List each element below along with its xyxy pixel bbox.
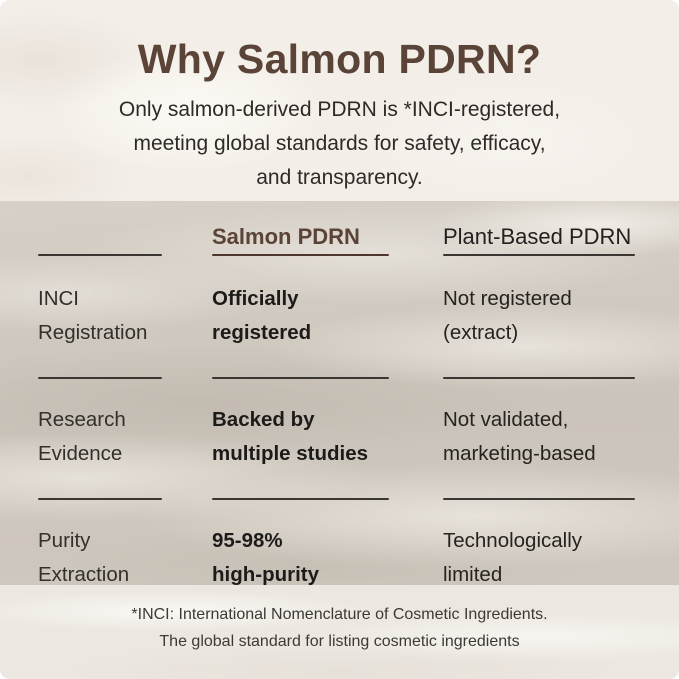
subtitle-line-1: Only salmon-derived PDRN is *INCI-regist… bbox=[118, 98, 561, 121]
header-underline-labels bbox=[38, 254, 162, 256]
header-cell-salmon: Salmon PDRN bbox=[212, 223, 443, 256]
row-label-line: INCI bbox=[38, 287, 79, 310]
plant-value-line: Not registered bbox=[443, 287, 572, 310]
divider-line-salmon bbox=[212, 377, 389, 379]
salmon-value-line: Backed by bbox=[212, 408, 315, 431]
comparison-table: Salmon PDRN Plant-Based PDRN INCI Regist… bbox=[0, 223, 679, 592]
divider-line-plant bbox=[443, 377, 635, 379]
row-label-line: Registration bbox=[38, 321, 148, 344]
subtitle-line-2: meeting global standards for safety, eff… bbox=[133, 132, 546, 155]
salmon-value-cell: Backed by multiple studies bbox=[212, 403, 443, 471]
divider-line-labels bbox=[38, 498, 162, 500]
footnote-line-2: The global standard for listing cosmetic… bbox=[159, 633, 520, 650]
subtitle-line-3: and transparency. bbox=[256, 166, 423, 189]
plant-value-line: Not validated, bbox=[443, 408, 569, 431]
header-cell-empty bbox=[38, 223, 212, 256]
plant-value-cell: Technologically limited bbox=[443, 524, 679, 592]
plant-value-line: Technologically bbox=[443, 529, 583, 552]
page-subtitle: Only salmon-derived PDRN is *INCI-regist… bbox=[0, 93, 679, 195]
row-label-line: Evidence bbox=[38, 442, 123, 465]
row-label-line: Purity bbox=[38, 529, 91, 552]
row-label-line: Extraction bbox=[38, 563, 130, 586]
divider-line-plant bbox=[443, 498, 635, 500]
page-title: Why Salmon PDRN? bbox=[137, 36, 542, 82]
divider-line-labels bbox=[38, 377, 162, 379]
row-label-cell: INCI Registration bbox=[38, 282, 212, 350]
salmon-value-line: high-purity bbox=[212, 563, 320, 586]
footnote: *INCI: International Nomenclature of Cos… bbox=[0, 601, 679, 655]
background-bottom-band bbox=[0, 585, 679, 679]
divider-line-salmon bbox=[212, 498, 389, 500]
table-row-inci-registration: INCI Registration Officially registered … bbox=[38, 282, 679, 350]
salmon-value-line: registered bbox=[212, 321, 312, 344]
plant-value-cell: Not registered (extract) bbox=[443, 282, 679, 350]
table-header-row: Salmon PDRN Plant-Based PDRN bbox=[38, 223, 679, 256]
table-body: INCI Registration Officially registered … bbox=[38, 282, 679, 592]
row-divider bbox=[38, 495, 679, 500]
background-top-band bbox=[0, 0, 679, 201]
footnote-line-1: *INCI: International Nomenclature of Cos… bbox=[131, 606, 548, 623]
salmon-value-line: 95-98% bbox=[212, 529, 283, 552]
row-label-cell: Research Evidence bbox=[38, 403, 212, 471]
plant-value-line: (extract) bbox=[443, 321, 519, 344]
background-middle-band bbox=[0, 201, 679, 585]
plant-value-cell: Not validated, marketing-based bbox=[443, 403, 679, 471]
salmon-value-line: Officially bbox=[212, 287, 299, 310]
table-row-research-evidence: Research Evidence Backed by multiple stu… bbox=[38, 403, 679, 471]
row-label-cell: Purity Extraction bbox=[38, 524, 212, 592]
header-cell-plant: Plant-Based PDRN bbox=[443, 223, 679, 256]
header-underline-plant bbox=[443, 254, 635, 256]
salmon-value-line: multiple studies bbox=[212, 442, 369, 465]
table-row-purity-extraction: Purity Extraction 95-98% high-purity Tec… bbox=[38, 524, 679, 592]
salmon-value-cell: 95-98% high-purity bbox=[212, 524, 443, 592]
header-underline-salmon bbox=[212, 254, 389, 256]
plant-value-line: limited bbox=[443, 563, 503, 586]
column-header-plant-based-pdrn: Plant-Based PDRN bbox=[443, 224, 632, 249]
plant-value-line: marketing-based bbox=[443, 442, 596, 465]
row-divider bbox=[38, 374, 679, 379]
salmon-value-cell: Officially registered bbox=[212, 282, 443, 350]
row-label-line: Research bbox=[38, 408, 126, 431]
column-header-salmon-pdrn: Salmon PDRN bbox=[212, 224, 360, 249]
